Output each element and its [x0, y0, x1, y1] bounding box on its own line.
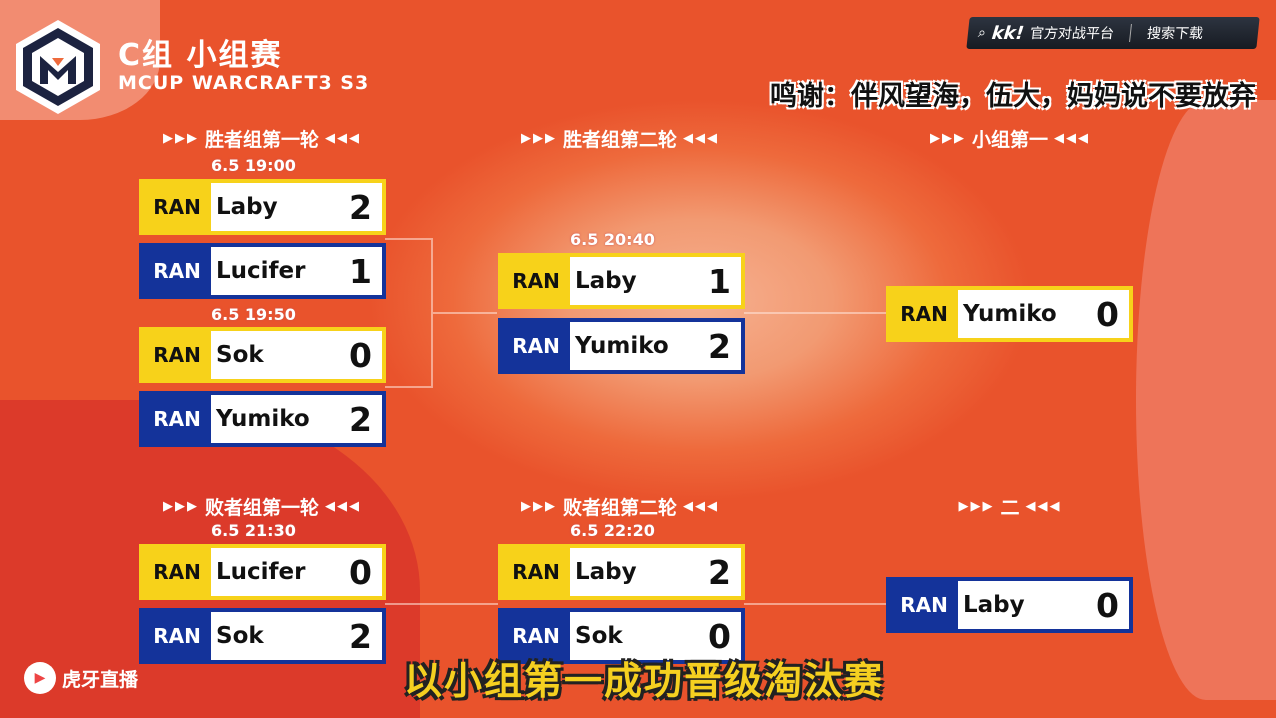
race-tag: RAN [900, 593, 948, 617]
bracket-connector [744, 603, 886, 605]
arrow-right-icon: ▶▶▶ [520, 499, 557, 514]
player-name: Sok [216, 342, 264, 368]
round-label: 胜者组第二轮 [562, 129, 677, 151]
race-tag: RAN [153, 560, 201, 584]
match-time: 6.5 22:20 [570, 521, 655, 540]
race-tag: RAN [153, 343, 201, 367]
round-header: ▶▶▶ 败者组第一轮 ◀◀◀ [132, 493, 392, 520]
round-label: 二 [1000, 497, 1020, 519]
player-slot: RAN Sok 0 [498, 608, 745, 664]
player-score: 0 [349, 335, 372, 375]
player-name: Laby [963, 592, 1025, 618]
match-time: 6.5 19:50 [211, 305, 296, 324]
player-slot: RAN Laby 1 [498, 253, 745, 309]
player-name: Laby [575, 268, 637, 294]
player-score: 2 [349, 399, 372, 439]
arrow-left-icon: ◀◀◀ [325, 131, 361, 146]
player-score: 2 [708, 326, 731, 366]
player-score: 2 [708, 552, 731, 592]
event-name: MCUP WARCRAFT3 S3 [118, 72, 370, 94]
sponsor-brand: kk! [990, 22, 1026, 44]
round-header: ▶▶▶ 胜者组第二轮 ◀◀◀ [490, 125, 750, 152]
player-score: 0 [1096, 585, 1119, 625]
race-tag: RAN [153, 407, 201, 431]
bracket-connector [385, 603, 498, 605]
player-name: Laby [575, 559, 637, 585]
player-slot: RAN Lucifer 1 [139, 243, 386, 299]
player-slot: RAN Lucifer 0 [139, 544, 386, 600]
player-name: Laby [216, 194, 278, 220]
round-label: 败者组第一轮 [204, 497, 319, 519]
player-slot: RAN Yumiko 2 [139, 391, 386, 447]
sponsor-banner[interactable]: ⌕ kk! 官方对战平台 搜索下载 [966, 17, 1260, 49]
player-score: 0 [708, 616, 731, 656]
divider [1129, 24, 1132, 42]
arrow-left-icon: ◀◀◀ [1054, 131, 1090, 146]
race-tag: RAN [900, 302, 948, 326]
round-header: ▶▶▶ 败者组第二轮 ◀◀◀ [490, 493, 750, 520]
background-decoration [1136, 100, 1276, 700]
bracket-connector [744, 312, 886, 314]
player-name: Yumiko [963, 301, 1057, 327]
match-time: 6.5 20:40 [570, 230, 655, 249]
race-tag: RAN [153, 195, 201, 219]
mcup-logo [16, 20, 100, 114]
page-title: C组 小组赛 [118, 38, 283, 73]
player-slot: RAN Laby 0 [886, 577, 1133, 633]
player-name: Sok [216, 623, 264, 649]
arrow-left-icon: ◀◀◀ [325, 499, 361, 514]
player-name: Lucifer [216, 258, 306, 284]
bracket-connector [385, 238, 433, 388]
huya-logo-icon: ▶ [24, 662, 56, 694]
race-tag: RAN [153, 624, 201, 648]
player-score: 1 [708, 261, 731, 301]
player-name: Yumiko [216, 406, 310, 432]
player-name: Sok [575, 623, 623, 649]
player-score: 0 [1096, 294, 1119, 334]
player-slot: RAN Sok 0 [139, 327, 386, 383]
arrow-left-icon: ◀◀◀ [683, 131, 719, 146]
thanks-caption: 鸣谢：伴风望海，伍大，妈妈说不要放弃 [770, 81, 1256, 112]
player-slot: RAN Yumiko 0 [886, 286, 1133, 342]
player-name: Lucifer [216, 559, 306, 585]
arrow-right-icon: ▶▶▶ [958, 499, 995, 514]
huya-watermark: ▶ 虎牙直播 [24, 662, 138, 694]
player-score: 2 [349, 616, 372, 656]
bracket-connector [433, 312, 497, 314]
round-header: ▶▶▶ 二 ◀◀◀ [880, 493, 1140, 520]
match-time: 6.5 21:30 [211, 521, 296, 540]
race-tag: RAN [512, 269, 560, 293]
race-tag: RAN [512, 334, 560, 358]
player-slot: RAN Laby 2 [139, 179, 386, 235]
round-label: 小组第一 [971, 129, 1048, 151]
race-tag: RAN [153, 259, 201, 283]
round-header: ▶▶▶ 小组第一 ◀◀◀ [880, 125, 1140, 152]
player-name: Yumiko [575, 333, 669, 359]
round-label: 败者组第二轮 [562, 497, 677, 519]
arrow-right-icon: ▶▶▶ [520, 131, 557, 146]
match-time: 6.5 19:00 [211, 156, 296, 175]
arrow-right-icon: ▶▶▶ [162, 499, 199, 514]
round-label: 胜者组第一轮 [204, 129, 319, 151]
player-score: 0 [349, 552, 372, 592]
race-tag: RAN [512, 560, 560, 584]
arrow-right-icon: ▶▶▶ [929, 131, 966, 146]
sponsor-slogan: 官方对战平台 [1029, 26, 1115, 42]
arrow-left-icon: ◀◀◀ [1025, 499, 1062, 514]
race-tag: RAN [512, 624, 560, 648]
player-slot: RAN Yumiko 2 [498, 318, 745, 374]
sponsor-action: 搜索下载 [1146, 26, 1204, 42]
arrow-left-icon: ◀◀◀ [683, 499, 719, 514]
watermark-text: 虎牙直播 [62, 668, 139, 691]
bottom-subtitle: 以小组第一成功晋级淘汰赛 [404, 659, 885, 703]
player-slot: RAN Sok 2 [139, 608, 386, 664]
player-score: 1 [349, 251, 372, 291]
arrow-right-icon: ▶▶▶ [162, 131, 199, 146]
search-icon: ⌕ [977, 25, 987, 41]
round-header: ▶▶▶ 胜者组第一轮 ◀◀◀ [132, 125, 392, 152]
player-slot: RAN Laby 2 [498, 544, 745, 600]
player-score: 2 [349, 187, 372, 227]
